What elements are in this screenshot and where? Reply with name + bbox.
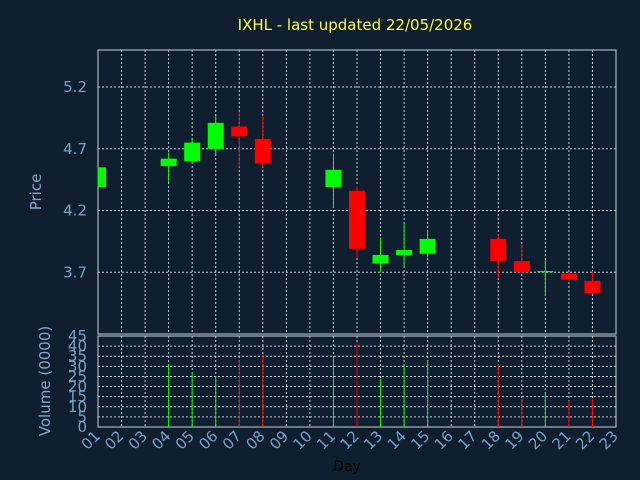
day-tick-label: 05 [172,427,198,453]
volume-tick-label: 15 [68,388,87,406]
day-axis-label: Day [333,459,361,475]
day-tick-label: 02 [101,427,127,453]
candle [372,237,389,273]
candle-body [560,273,577,280]
candle-body [254,138,271,164]
day-tick-label: 10 [290,427,316,453]
candle [419,230,436,258]
day-tick-label: 14 [384,427,410,453]
volume-tick-label: 25 [68,367,87,385]
day-tick-label: 03 [125,427,151,453]
volume-tick-label: 40 [68,337,87,355]
day-tick-label: 22 [572,427,598,453]
day-tick-label: 23 [596,427,622,453]
candle-body [231,126,248,137]
candle-body [513,261,530,273]
day-tick-label: 17 [454,427,480,453]
candle [231,111,248,168]
day-tick-label: 07 [219,427,245,453]
candle [184,137,201,164]
candle-body [349,190,365,249]
day-tick-label: 04 [148,427,174,453]
volume-bars [168,342,593,427]
candle [490,233,507,279]
price-panel-border [97,49,617,335]
chart-title: IXHL - last updated 22/05/2026 [238,16,473,34]
candle-body [537,271,554,273]
day-tick-label: 12 [337,427,363,453]
day-x-ticks: 0102030405060708091011121314151617181920… [78,427,622,453]
volume-tick-label: 30 [68,357,87,375]
candle-body [184,142,201,162]
day-tick-label: 09 [266,427,292,453]
candle-body [325,169,342,188]
candle [349,185,365,258]
candle [513,245,530,274]
candle-body [372,254,389,264]
candle [537,259,554,296]
volume-tick-label: 0 [77,418,87,436]
price-tick-label: 4.7 [63,140,87,158]
day-tick-label: 19 [501,427,527,453]
candle-body [207,122,224,149]
price-grid [97,49,617,335]
volume-axis-label: Volume (0000) [36,326,54,436]
day-tick-label: 08 [242,427,268,453]
volume-tick-label: 10 [68,398,87,416]
volume-tick-label: 35 [68,347,87,365]
candle [254,115,271,168]
volume-tick-label: 20 [68,378,87,396]
price-candles [97,111,601,296]
day-tick-label: 18 [478,427,504,453]
price-y-ticks: 3.7 4.2 4.7 5.2 [63,78,87,281]
candle-body [160,158,177,167]
candle [97,167,106,188]
day-tick-label: 20 [525,427,551,453]
candle [396,224,413,267]
candle [160,152,177,183]
volume-tick-label: 5 [77,408,87,426]
volume-tick-label: 45 [68,327,87,345]
candle [207,115,224,155]
price-tick-label: 3.7 [63,263,87,281]
candle [584,271,601,294]
candle-body [98,167,106,188]
candle-body [490,238,507,262]
day-tick-label: 13 [360,427,386,453]
day-tick-label: 16 [431,427,457,453]
price-axis-label: Price [27,174,45,211]
day-tick-label: 21 [549,427,575,453]
day-tick-label: 11 [313,427,339,453]
candle-body [584,280,601,294]
price-tick-label: 4.2 [63,202,87,220]
day-tick-label: 06 [195,427,221,453]
candle [325,153,342,209]
candle-body [396,250,413,255]
candle-body [419,238,436,254]
price-tick-label: 5.2 [63,78,87,96]
day-tick-label: 15 [407,427,433,453]
candle [560,272,577,281]
